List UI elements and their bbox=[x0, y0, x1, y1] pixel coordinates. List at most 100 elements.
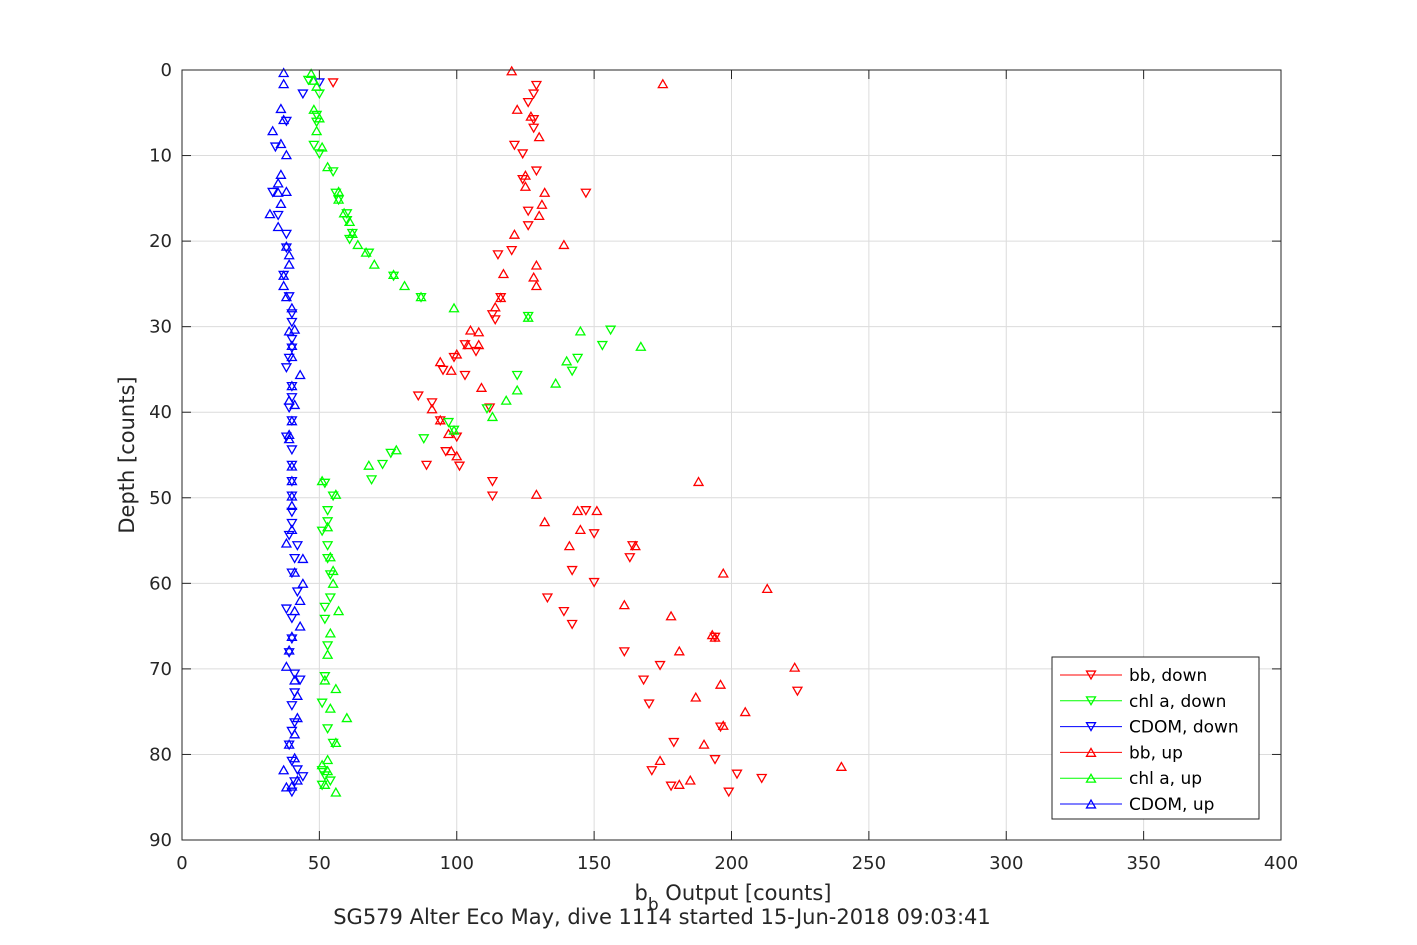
x-tick-label: 100 bbox=[440, 853, 474, 874]
data-point bbox=[530, 280, 543, 291]
data-point bbox=[286, 490, 298, 501]
data-point bbox=[563, 540, 576, 551]
y-axis-ticks: 0 10 20 30 40 50 60 70 80 90 bbox=[149, 60, 1281, 851]
y-tick-label: 80 bbox=[149, 744, 172, 765]
data-point bbox=[442, 417, 455, 428]
series-cdom-up bbox=[264, 67, 309, 792]
data-point bbox=[591, 505, 603, 516]
data-point bbox=[313, 149, 325, 160]
data-point bbox=[453, 461, 466, 472]
data-point bbox=[272, 210, 284, 221]
data-point bbox=[283, 395, 295, 405]
data-point bbox=[654, 660, 666, 671]
data-point bbox=[319, 602, 331, 613]
data-point bbox=[368, 258, 380, 269]
x-tick-label: 200 bbox=[714, 853, 748, 874]
data-point bbox=[286, 518, 298, 529]
data-point bbox=[495, 292, 507, 303]
data-point bbox=[418, 434, 430, 444]
data-point bbox=[286, 334, 298, 345]
data-point bbox=[316, 475, 328, 486]
data-point bbox=[321, 641, 334, 652]
data-point bbox=[321, 506, 334, 516]
data-point bbox=[566, 565, 578, 576]
y-axis-label: Depth [counts] bbox=[115, 376, 139, 533]
data-point bbox=[316, 766, 328, 776]
data-point bbox=[506, 245, 518, 256]
data-point bbox=[286, 507, 298, 518]
data-point bbox=[286, 460, 298, 471]
data-point bbox=[311, 81, 323, 91]
data-point bbox=[426, 403, 438, 414]
data-point bbox=[289, 566, 301, 577]
data-point bbox=[286, 634, 298, 645]
legend-label: CDOM, up bbox=[1129, 795, 1214, 815]
data-point bbox=[289, 605, 301, 616]
data-point bbox=[657, 78, 669, 89]
y-tick-label: 70 bbox=[149, 659, 172, 680]
data-point bbox=[280, 229, 293, 240]
data-point bbox=[280, 432, 293, 443]
data-point bbox=[588, 529, 600, 539]
data-point bbox=[311, 125, 323, 136]
data-point bbox=[723, 787, 735, 798]
data-point bbox=[289, 669, 301, 680]
data-point bbox=[327, 78, 339, 89]
x-tick-label: 300 bbox=[989, 853, 1023, 874]
data-point bbox=[665, 781, 677, 792]
data-point bbox=[791, 686, 804, 697]
data-point bbox=[668, 737, 680, 748]
data-point bbox=[289, 553, 301, 564]
legend-marker bbox=[1085, 670, 1097, 681]
data-point bbox=[519, 170, 532, 180]
data-point bbox=[517, 149, 529, 160]
data-point bbox=[451, 432, 463, 443]
data-point bbox=[341, 209, 353, 219]
data-point bbox=[481, 404, 493, 415]
data-point bbox=[530, 80, 543, 91]
data-point bbox=[643, 699, 655, 710]
data-point bbox=[387, 271, 400, 282]
data-point bbox=[313, 112, 325, 123]
data-point bbox=[566, 619, 578, 630]
data-point bbox=[654, 755, 666, 765]
data-point bbox=[558, 239, 570, 250]
data-point bbox=[508, 140, 521, 151]
data-point bbox=[283, 644, 295, 655]
data-point bbox=[390, 444, 402, 455]
data-point bbox=[426, 398, 438, 409]
data-point bbox=[289, 324, 301, 334]
data-point bbox=[278, 280, 290, 291]
data-point bbox=[437, 365, 449, 376]
data-point bbox=[684, 774, 696, 785]
data-point bbox=[308, 140, 320, 151]
data-point bbox=[637, 675, 650, 686]
data-point bbox=[275, 103, 287, 114]
data-point bbox=[278, 67, 290, 78]
data-point bbox=[511, 384, 523, 395]
data-point bbox=[321, 521, 334, 532]
data-point bbox=[588, 577, 600, 588]
data-point bbox=[835, 761, 848, 771]
data-point bbox=[717, 567, 729, 578]
data-point bbox=[286, 568, 298, 579]
data-point bbox=[316, 759, 328, 770]
data-point bbox=[294, 620, 306, 631]
data-point bbox=[500, 395, 512, 405]
y-tick-label: 60 bbox=[149, 573, 172, 594]
data-point bbox=[530, 489, 543, 499]
data-point bbox=[739, 706, 751, 717]
data-point bbox=[511, 370, 523, 381]
data-point bbox=[291, 774, 304, 785]
data-point bbox=[280, 781, 293, 792]
data-point bbox=[415, 291, 427, 302]
data-point bbox=[321, 649, 334, 659]
data-point bbox=[327, 738, 339, 749]
data-point bbox=[572, 353, 584, 364]
data-point bbox=[451, 450, 463, 461]
data-point bbox=[709, 755, 721, 765]
data-point bbox=[343, 216, 356, 226]
series-chl-a-up bbox=[305, 68, 647, 797]
data-point bbox=[286, 524, 298, 534]
data-point bbox=[692, 476, 705, 487]
